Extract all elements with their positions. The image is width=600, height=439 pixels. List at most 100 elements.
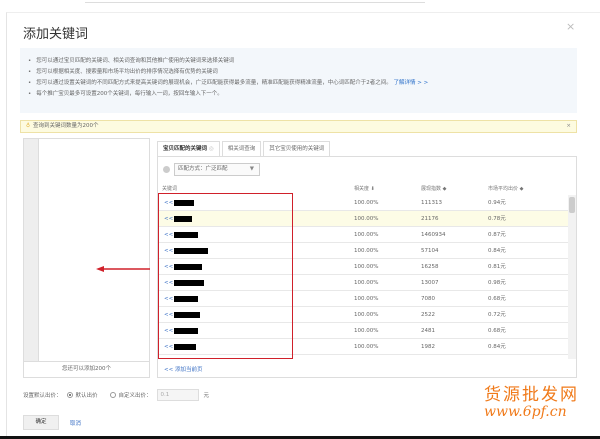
learn-more-link[interactable]: 了解详情 > >: [393, 80, 429, 86]
scrollbar-thumb[interactable]: [569, 197, 575, 213]
info-text: 您可以根据相关度、搜索量和市场平均出价的排序情况选择有优势的关键词: [36, 69, 218, 75]
table-row: << 100.00% 57104 0.84元: [158, 243, 568, 259]
table-row: << 100.00% 1982 0.84元: [158, 339, 568, 355]
add-keyword-button[interactable]: <<: [164, 200, 174, 206]
line-number-gutter: [24, 139, 39, 361]
add-keyword-button[interactable]: <<: [164, 344, 174, 350]
redacted-keyword: [174, 328, 198, 334]
lightbulb-icon: ♁: [26, 123, 31, 129]
watermark-text: 货源批发网: [484, 385, 579, 405]
relevance-cell: 100.00%: [354, 328, 379, 334]
impressions-cell: 13007: [421, 280, 439, 286]
relevance-cell: 100.00%: [354, 248, 379, 254]
table-row: << 100.00% 7080 0.68元: [158, 291, 568, 307]
match-type-select[interactable]: 匹配方式：广泛匹配 ▼: [174, 163, 260, 176]
custom-bid-radio[interactable]: [109, 392, 116, 398]
table-row: << 100.00% 2522 0.72元: [158, 307, 568, 323]
add-keyword-button[interactable]: <<: [164, 312, 174, 318]
redacted-keyword: [174, 344, 196, 350]
custom-bid-label: 自定义出价：: [118, 393, 152, 399]
redacted-keyword: [174, 312, 200, 318]
custom-bid-input[interactable]: 0.1: [156, 389, 199, 401]
info-text: 每个推广宝贝最多可设置200个关键词，每行输入一词，按回车输入下一个。: [36, 91, 223, 97]
table-row: << 100.00% 16258 0.81元: [158, 259, 568, 275]
selected-keywords-panel[interactable]: 您还可以添加200个: [23, 138, 150, 378]
relevance-cell: 100.00%: [354, 264, 379, 270]
price-cell: 0.81元: [488, 264, 506, 270]
default-bid-row: 设置默认出价： 默认出价 自定义出价： 0.1 元: [23, 389, 209, 401]
cancel-button[interactable]: 取消: [70, 421, 82, 427]
info-item: 您可以根据相关度、搜索量和市场平均出价的排序情况选择有优势的关键词: [28, 67, 577, 78]
confirm-button[interactable]: 确定: [23, 415, 59, 430]
notice-close-icon[interactable]: ×: [566, 123, 571, 129]
table-row: << 100.00% 2481 0.68元: [158, 323, 568, 339]
red-arrow-icon: [96, 266, 150, 272]
relevance-cell: 100.00%: [354, 232, 379, 238]
add-keyword-dialog: [6, 12, 600, 437]
remaining-count: 您还可以添加200个: [24, 361, 149, 377]
add-keyword-button[interactable]: <<: [164, 280, 174, 286]
price-cell: 0.98元: [488, 280, 506, 286]
info-item: 您可以通过宝贝匹配的关键词、相关词查询和其他推广使用的关键词来选择关键词: [28, 56, 577, 67]
scrollbar[interactable]: [568, 195, 576, 359]
impressions-cell: 2522: [421, 312, 435, 318]
add-keyword-button[interactable]: <<: [164, 232, 174, 238]
header-keyword[interactable]: 关键词: [162, 186, 178, 192]
impressions-cell: 16258: [421, 264, 439, 270]
add-keyword-button[interactable]: <<: [164, 296, 174, 302]
impressions-cell: 111313: [421, 200, 442, 206]
tab-related-search[interactable]: 相关词查询: [221, 141, 262, 157]
add-keyword-button[interactable]: <<: [164, 248, 174, 254]
redacted-keyword: [174, 200, 194, 206]
redacted-keyword: [174, 280, 204, 286]
watermark-url: www.6pf.cn: [484, 404, 567, 420]
info-box: 您可以通过宝贝匹配的关键词、相关词查询和其他推广使用的关键词来选择关键词 您可以…: [20, 48, 577, 113]
price-cell: 0.94元: [488, 200, 506, 206]
price-cell: 0.68元: [488, 296, 506, 302]
redacted-keyword: [174, 264, 202, 270]
match-type-value: 匹配方式：广泛匹配: [178, 166, 228, 172]
redacted-keyword: [174, 296, 198, 302]
add-keyword-button[interactable]: <<: [164, 216, 174, 222]
default-bid-radio[interactable]: [66, 392, 73, 398]
add-current-page-link[interactable]: << 添加当前页: [164, 367, 203, 373]
impressions-cell: 57104: [421, 248, 439, 254]
relevance-cell: 100.00%: [354, 280, 379, 286]
highlight-box: [158, 193, 293, 359]
price-cell: 0.72元: [488, 312, 506, 318]
tab-other-items-keywords[interactable]: 其它宝贝使用的关键词: [263, 141, 331, 157]
tab-matched-keywords[interactable]: 宝贝匹配的关键词 ◎: [157, 141, 220, 157]
price-cell: 0.68元: [488, 328, 506, 334]
info-item: 每个推广宝贝最多可设置200个关键词，每行输入一词，按回车输入下一个。: [28, 89, 577, 100]
info-text: 您可以通过宝贝匹配的关键词、相关词查询和其他推广使用的关键词来选择关键词: [36, 58, 235, 64]
price-cell: 0.87元: [488, 232, 506, 238]
keyword-table: << 100.00% 111313 0.94元 << 100.00% 21176 …: [158, 195, 568, 359]
header-impressions[interactable]: 展现指数 ◆: [421, 186, 447, 192]
info-item: 您可以通过设置关键词的不同匹配方式来提高关键词的展现机会，广泛匹配能获得最多流量…: [28, 78, 577, 89]
relevance-cell: 100.00%: [354, 296, 379, 302]
impressions-cell: 21176: [421, 216, 439, 222]
help-icon: [163, 166, 170, 173]
add-keyword-button[interactable]: <<: [164, 264, 174, 270]
price-cell: 0.84元: [488, 344, 506, 350]
help-icon: ◎: [208, 146, 214, 152]
header-avg-price[interactable]: 市场平均出价 ◆: [488, 186, 524, 192]
add-keyword-button[interactable]: <<: [164, 328, 174, 334]
chevron-down-icon: ▼: [249, 166, 254, 172]
info-text: 您可以通过设置关键词的不同匹配方式来提高关键词的展现机会，广泛匹配能获得最多流量…: [36, 80, 392, 86]
table-row: << 100.00% 1460934 0.87元: [158, 227, 568, 243]
relevance-cell: 100.00%: [354, 200, 379, 206]
relevance-cell: 100.00%: [354, 344, 379, 350]
impressions-cell: 1460934: [421, 232, 446, 238]
redacted-keyword: [174, 216, 192, 222]
close-icon[interactable]: ×: [566, 20, 576, 33]
price-cell: 0.78元: [488, 216, 506, 222]
relevance-cell: 100.00%: [354, 312, 379, 318]
impressions-cell: 7080: [421, 296, 435, 302]
dialog-title: 添加关键词: [23, 27, 89, 42]
table-row: << 100.00% 13007 0.98元: [158, 275, 568, 291]
table-row: << 100.00% 111313 0.94元: [158, 195, 568, 211]
bid-unit: 元: [203, 393, 210, 399]
header-relevance[interactable]: 相关度 ⬇: [354, 186, 375, 192]
default-bid-label: 默认出价: [75, 393, 98, 399]
